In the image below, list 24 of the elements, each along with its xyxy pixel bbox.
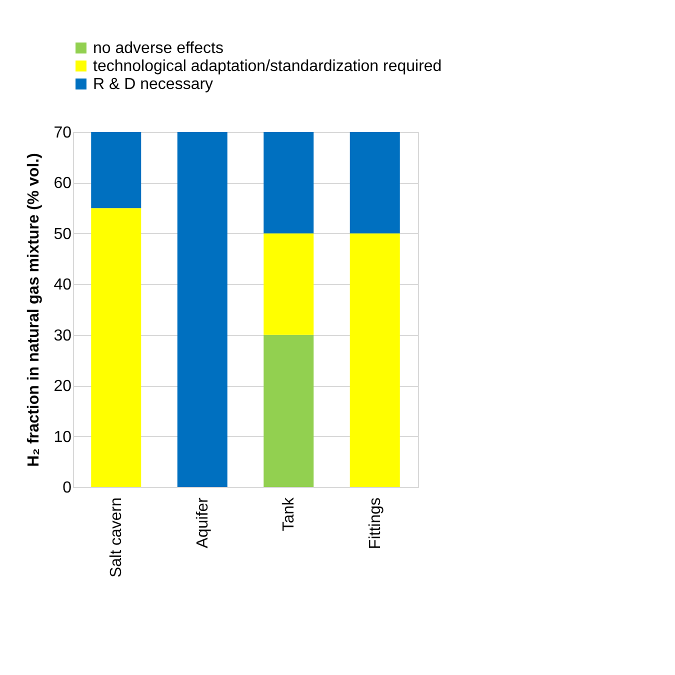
y-tick-label: 10 <box>54 428 72 446</box>
y-axis-title: H₂ fraction in natural gas mixture (% vol.) <box>26 153 43 467</box>
bar <box>91 208 142 487</box>
y-tick-label: 0 <box>62 480 72 496</box>
x-tick-label: Salt cavern <box>108 498 126 578</box>
legend-label: no adverse effects <box>93 40 224 57</box>
y-tick-label: 50 <box>54 226 72 243</box>
bar <box>91 132 142 208</box>
y-tick-label: 40 <box>54 276 72 294</box>
bar <box>264 132 314 234</box>
bar <box>264 334 314 487</box>
y-tick-label: 60 <box>54 175 72 192</box>
x-tick-label: Tank <box>280 496 298 532</box>
bar <box>350 233 400 487</box>
bar <box>177 132 228 487</box>
bar <box>264 233 314 335</box>
legend-label: R & D necessary <box>93 76 214 93</box>
bar <box>350 132 400 234</box>
y-tick-label: 20 <box>54 378 72 396</box>
y-tick-label: 30 <box>54 327 72 344</box>
legend-label: technological adaptation/standardization required <box>93 58 442 75</box>
y-tick-label: 70 <box>54 124 72 142</box>
x-tick-label: Fittings <box>366 498 384 550</box>
x-tick-label: Aquifer <box>194 496 212 548</box>
